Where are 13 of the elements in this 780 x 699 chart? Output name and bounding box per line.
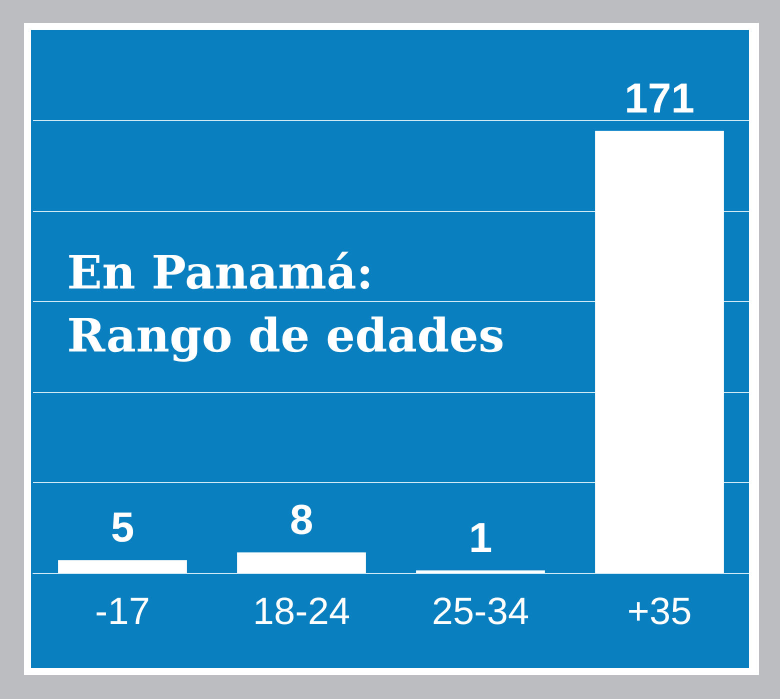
- bar: [58, 560, 187, 573]
- bar: [237, 552, 366, 573]
- x-tick-label: -17: [95, 591, 150, 633]
- x-tick-label: 18-24: [252, 591, 350, 633]
- data-label: 5: [110, 504, 134, 551]
- data-label: 171: [624, 74, 695, 122]
- data-label: 1: [468, 514, 492, 561]
- bar: [595, 130, 724, 573]
- text: En Panamá: Rango de edades: [67, 246, 504, 362]
- x-tick-label: +35: [627, 591, 692, 633]
- data-label: 8: [290, 496, 314, 543]
- x-tick-label: 25-34: [432, 591, 530, 633]
- bar: [416, 570, 545, 573]
